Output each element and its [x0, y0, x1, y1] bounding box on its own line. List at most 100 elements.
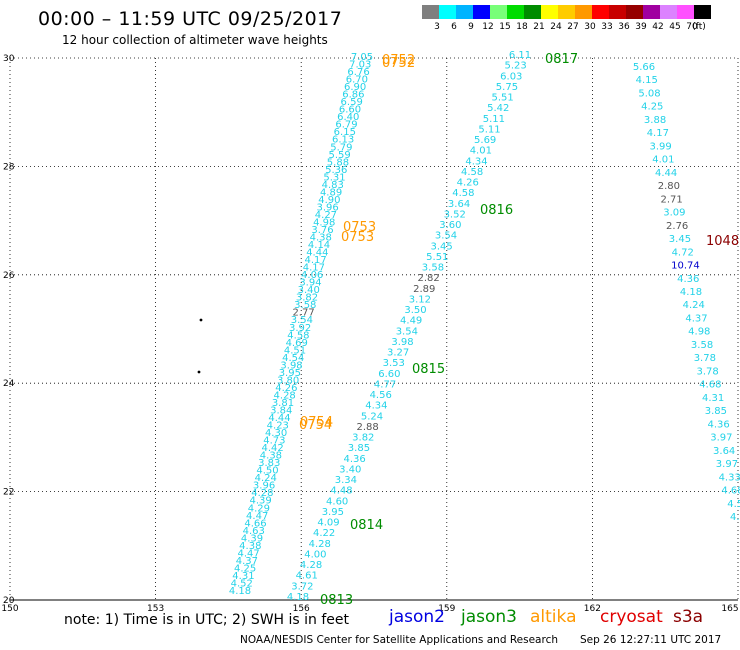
swh-value-label: 10.74: [671, 261, 700, 272]
swh-value-label: 2.71: [661, 194, 683, 205]
pass-time-label: 0753: [341, 230, 374, 245]
swh-value-label: 3.52: [444, 209, 466, 220]
swh-value-label: 4.22: [313, 528, 335, 539]
swh-value-label: 3.60: [439, 220, 461, 231]
swh-value-label: 3.83: [258, 458, 280, 469]
swh-value-label: 3.76: [311, 225, 333, 236]
swh-value-label: 3.54: [291, 315, 313, 326]
swh-value-label: 3.97: [716, 459, 738, 470]
swh-value-label: 4.38: [310, 233, 332, 244]
swh-value-label: 4.14: [308, 240, 330, 251]
swh-value-label: 3.40: [339, 464, 361, 475]
satellite-legend-cryosat: cryosat: [600, 607, 663, 627]
swh-value-label: 3.54: [435, 231, 457, 242]
legend-label: 33: [601, 22, 613, 32]
swh-value-label: 3.45: [669, 234, 691, 245]
footer-note: note: 1) Time is in UTC; 2) SWH is in fe…: [64, 612, 350, 628]
chart-subtitle: 12 hour collection of altimeter wave hei…: [62, 33, 328, 47]
swh-value-label: 3.96: [317, 202, 339, 213]
swh-value-label: 4.15: [636, 75, 658, 86]
legend-label: 6: [451, 22, 457, 32]
swh-value-label: 5.51: [491, 93, 513, 104]
swh-value-label: 4.66: [244, 518, 266, 529]
swh-value-label: 3.94: [299, 278, 321, 289]
swh-value-label: 3.58: [691, 340, 713, 351]
swh-value-label: 5.08: [638, 88, 660, 99]
legend-label: 12: [482, 22, 494, 32]
swh-value-label: 4.0: [730, 512, 740, 523]
legend-swatch: [422, 5, 439, 19]
swh-value-label: 4.00: [304, 549, 326, 560]
legend-label: 39: [635, 22, 647, 32]
swh-value-label: 3.98: [280, 360, 302, 371]
pass-time-label: 0752: [382, 53, 415, 68]
swh-value-label: 6.90: [344, 82, 366, 93]
legend-swatch: [524, 5, 541, 19]
swh-value-label: 4.68: [721, 486, 740, 497]
pass-time-label: 0814: [350, 518, 383, 533]
swh-value-label: 3.96: [253, 481, 275, 492]
pass-time-label: 0815: [412, 362, 445, 377]
legend-label: 36: [618, 22, 630, 32]
swh-value-label: 4.63: [243, 526, 265, 537]
lat-tick-label: 28: [3, 162, 15, 172]
swh-value-label: 3.99: [649, 141, 671, 152]
map-markers: [197, 318, 203, 374]
swh-value-label: 4.31: [232, 571, 254, 582]
swh-value-label: 3.85: [348, 443, 370, 454]
swh-value-label: 3.92: [289, 323, 311, 334]
swh-value-label: 5.69: [474, 135, 496, 146]
swh-value-label: 4.26: [275, 383, 297, 394]
swh-value-label: 4.31: [702, 393, 724, 404]
swh-value-label: 5.11: [478, 124, 500, 135]
swh-value-label: 4.72: [672, 247, 694, 258]
swh-value-label: 4.18: [680, 287, 702, 298]
swh-value-label: 3.09: [663, 208, 685, 219]
swh-value-label: 4.69: [286, 338, 308, 349]
swh-value-label: 3.84: [270, 405, 292, 416]
swh-value-label: 4.51: [284, 345, 306, 356]
swh-value-label: 4.25: [641, 102, 663, 113]
swh-value-label: 3.54: [396, 326, 418, 337]
legend-swatch: [609, 5, 626, 19]
swh-value-label: 6.70: [346, 75, 368, 86]
swh-value-label: 3.82: [352, 433, 374, 444]
satellite-tracks: 7.057.036.766.706.906.866.596.606.406.79…: [229, 50, 740, 603]
swh-value-label: 5.42: [487, 103, 509, 114]
swh-value-label: 4.24: [683, 300, 705, 311]
swh-value-label: 6.59: [341, 97, 363, 108]
swh-value-label: 3.98: [391, 337, 413, 348]
swh-value-label: 4.90: [318, 195, 340, 206]
swh-value-label: 4.83: [322, 180, 344, 191]
legend-label: 15: [499, 22, 511, 32]
swh-value-label: 4.44: [306, 248, 328, 259]
legend-swatch: [439, 5, 456, 19]
swh-value-label: 4.49: [400, 316, 422, 327]
map-point-marker: [197, 370, 201, 374]
swh-value-label: 4.44: [268, 413, 290, 424]
swh-value-label: 6.40: [337, 112, 359, 123]
swh-value-label: 6.60: [378, 369, 400, 380]
map-grid: [9, 57, 739, 601]
swh-value-label: 7.05: [351, 52, 373, 63]
swh-value-label: 4.28: [251, 488, 273, 499]
swh-value-label: 4.39: [249, 496, 271, 507]
swh-value-label: 3.34: [335, 475, 357, 486]
chart-title: 00:00 – 11:59 UTC 09/25/2017: [38, 8, 343, 30]
legend-label: 70: [686, 22, 698, 32]
swh-value-label: 4.28: [309, 539, 331, 550]
generated-timestamp: Sep 26 12:27:11 UTC 2017: [580, 634, 722, 646]
swh-value-label: 4.01: [470, 146, 492, 157]
swh-value-label: 3.58: [422, 263, 444, 274]
legend-label: 9: [468, 22, 474, 32]
swh-value-label: 4.27: [315, 210, 337, 221]
swh-value-label: 4.89: [320, 187, 342, 198]
lat-tick-label: 30: [3, 54, 15, 64]
swh-value-label: 4.37: [685, 313, 707, 324]
lat-tick-label: 26: [3, 271, 15, 281]
swh-value-label: 3.64: [448, 199, 470, 210]
swh-value-label: 5.66: [633, 62, 655, 73]
swh-value-label: 6.15: [334, 127, 356, 138]
swh-value-label: 4.18: [229, 586, 251, 597]
